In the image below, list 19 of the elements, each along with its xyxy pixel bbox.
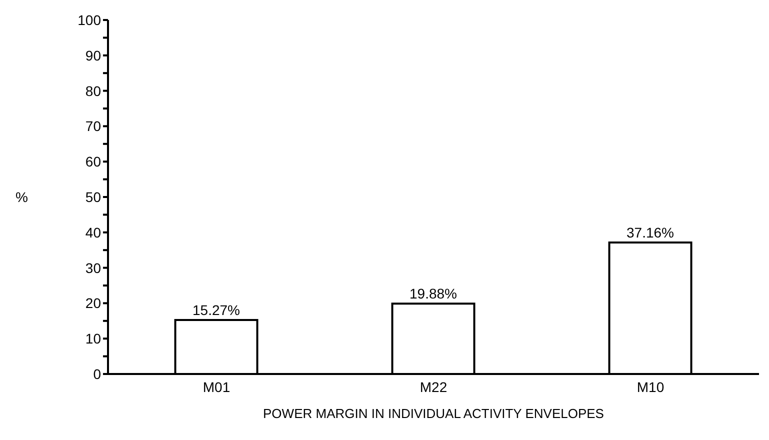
y-tick-label: 80 <box>85 82 102 99</box>
y-tick-label: 90 <box>85 47 102 64</box>
y-tick-label: 20 <box>85 295 102 312</box>
x-axis-title: POWER MARGIN IN INDIVIDUAL ACTIVITY ENVELOPES <box>263 406 604 421</box>
x-tick-label: M22 <box>420 378 448 395</box>
y-tick-label: 50 <box>85 188 102 205</box>
y-tick-label: 70 <box>85 118 102 134</box>
y-axis-title: % <box>16 188 28 205</box>
y-tick-label: 0 <box>93 366 102 382</box>
data-label: 37.16% <box>626 224 674 240</box>
data-label: 15.27% <box>192 302 240 318</box>
y-tick-label: 10 <box>85 330 102 347</box>
y-tick-label: 40 <box>85 224 102 240</box>
y-tick-label: 60 <box>85 154 102 170</box>
data-label: 19.88% <box>410 286 458 302</box>
y-tick-label: 100 <box>78 12 102 28</box>
x-tick-label: M01 <box>202 378 230 395</box>
y-tick-label: 30 <box>85 260 102 276</box>
x-tick-label: M10 <box>636 378 664 395</box>
